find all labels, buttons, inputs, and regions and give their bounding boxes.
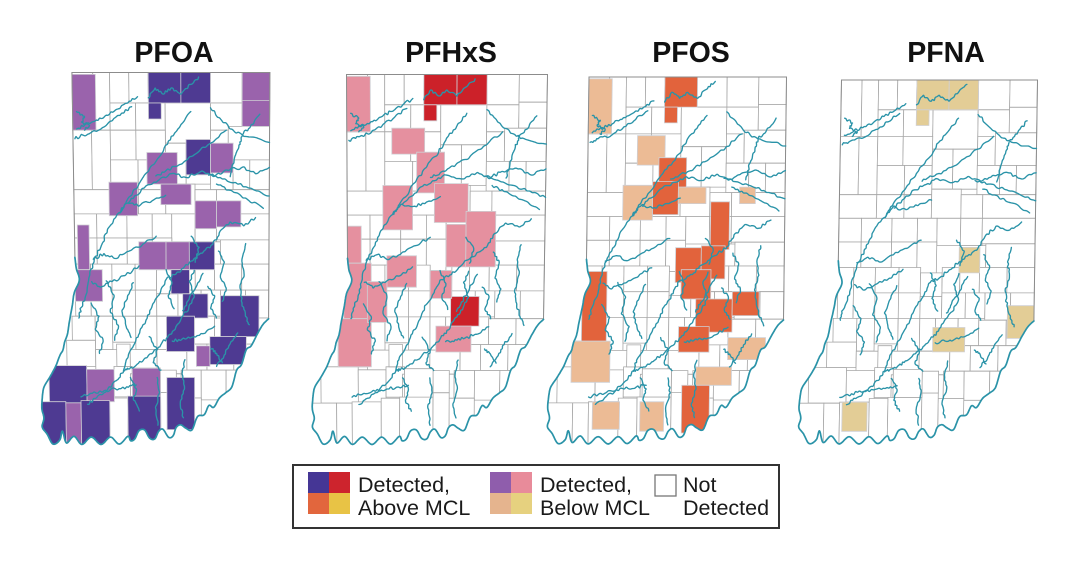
svg-text:PFOA: PFOA <box>134 37 213 69</box>
svg-text:PFOS: PFOS <box>652 37 730 69</box>
svg-text:Below MCL: Below MCL <box>540 496 650 520</box>
svg-text:PFNA: PFNA <box>907 37 985 69</box>
svg-text:Detected,: Detected, <box>358 473 450 497</box>
svg-text:Not: Not <box>683 473 716 497</box>
svg-text:Detected,: Detected, <box>540 473 632 497</box>
svg-text:Detected: Detected <box>683 496 769 520</box>
svg-text:Above MCL: Above MCL <box>358 496 470 520</box>
svg-text:PFHxS: PFHxS <box>405 37 497 69</box>
